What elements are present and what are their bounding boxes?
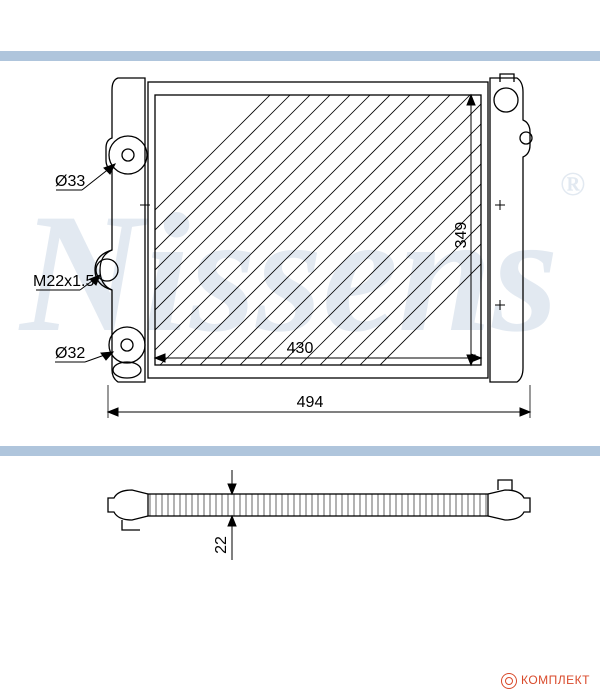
technical-drawing-svg: Nissens ® (0, 0, 600, 695)
callout-thread-label: M22x1.5 (33, 273, 94, 290)
band-bottom (0, 446, 600, 456)
dim-core-width-label: 430 (287, 340, 314, 357)
callout-dia32-label: Ø32 (55, 345, 85, 362)
footer-brand-text: КОМПЛЕКТ (521, 673, 590, 687)
dim-overall-width-label: 494 (297, 394, 324, 411)
watermark-registered: ® (560, 166, 585, 203)
dim-height-label: 349 (453, 222, 470, 249)
dim-thickness-label: 22 (213, 536, 230, 554)
footer-brand: КОМПЛЕКТ (501, 673, 590, 689)
side-view (108, 480, 530, 530)
callout-dia33-label: Ø33 (55, 173, 85, 190)
band-top (0, 51, 600, 61)
footer-brand-icon (501, 673, 517, 689)
diagram-canvas: Nissens ® (0, 0, 600, 695)
